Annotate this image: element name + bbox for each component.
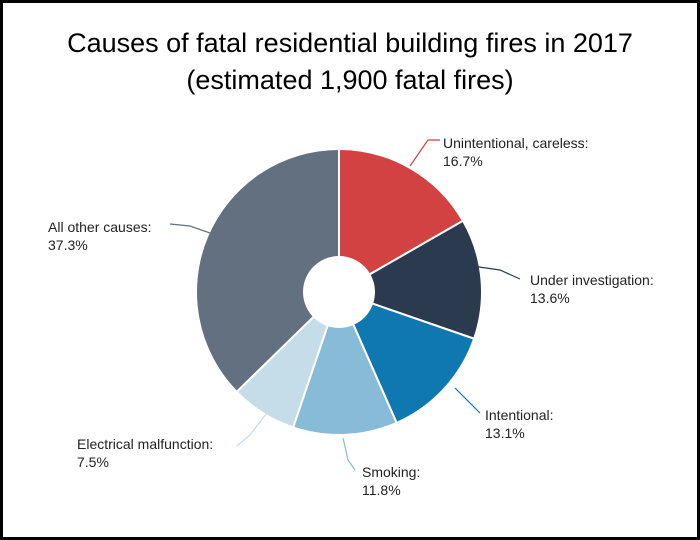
slice-label-3: Smoking: — [362, 464, 420, 480]
slice-labels: Unintentional, careless: 16.7% Under inves… — [48, 135, 654, 498]
slice-label-2: Intentional: — [485, 407, 554, 423]
pie-slices — [195, 147, 483, 436]
slice-value-1: 13.6% — [530, 290, 570, 306]
leader-line-5 — [169, 223, 211, 234]
leader-line-3 — [342, 437, 356, 471]
slice-value-4: 7.5% — [77, 454, 109, 470]
leader-lines — [169, 139, 521, 471]
slice-label-5: All other causes: — [48, 219, 152, 235]
slice-value-2: 13.1% — [485, 425, 525, 441]
slice-value-5: 37.3% — [48, 237, 88, 253]
pie-slice-3 — [291, 289, 398, 436]
pie-slice-0 — [338, 147, 465, 294]
pie-slice-2 — [337, 290, 476, 425]
donut-hole — [303, 256, 375, 328]
slice-label-1: Under investigation: — [530, 272, 654, 288]
chart-title-line-2: (estimated 1,900 fatal fires) — [186, 65, 513, 95]
leader-line-0 — [409, 139, 440, 167]
leader-line-2 — [454, 387, 481, 414]
chart-title-line-1: Causes of fatal residential building fir… — [67, 28, 633, 58]
slice-label-0: Unintentional, careless: — [443, 135, 589, 151]
slice-label-4: Electrical malfunction: — [77, 436, 213, 452]
pie-chart: Causes of fatal residential building fir… — [48, 28, 654, 498]
pie-slice-5 — [195, 147, 340, 394]
pie-slice-1 — [336, 219, 483, 341]
slice-value-0: 16.7% — [443, 153, 483, 169]
leader-line-4 — [236, 413, 267, 447]
leader-line-1 — [471, 265, 521, 280]
chart-frame: Causes of fatal residential building fir… — [3, 3, 697, 537]
slice-value-3: 11.8% — [362, 482, 401, 498]
